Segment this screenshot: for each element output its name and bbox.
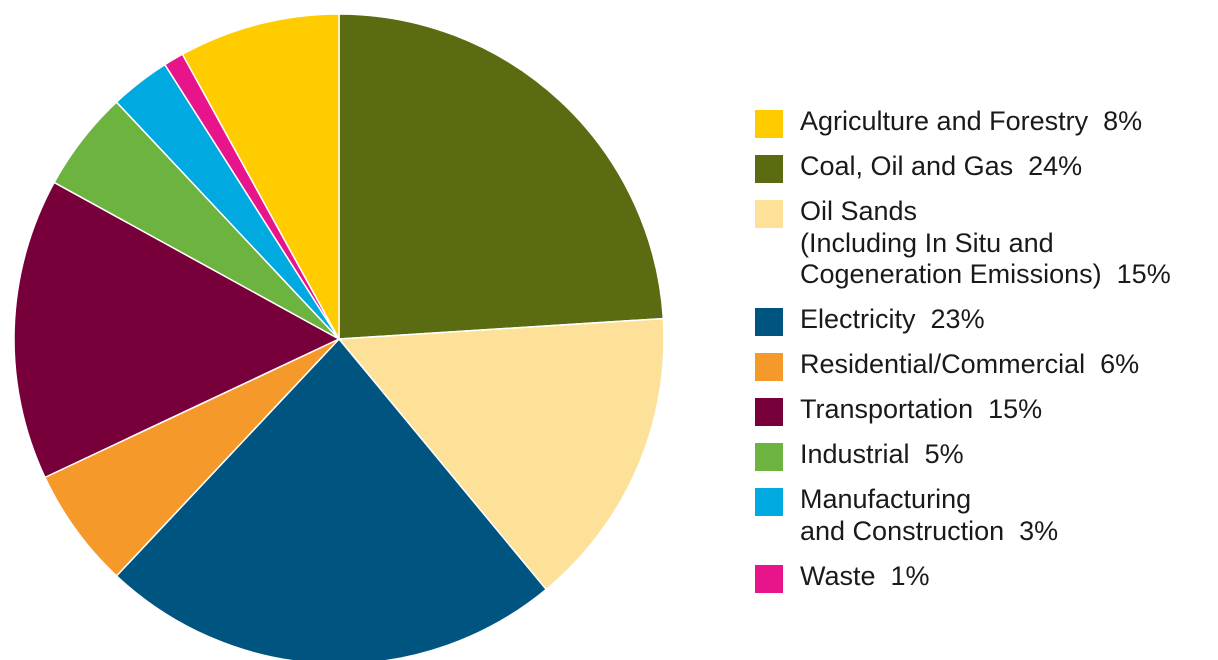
legend-value: 1% — [890, 560, 930, 591]
legend-label: Manufacturing and Construction — [800, 484, 1005, 546]
legend-item: Oil Sands (Including In Situ and Cogener… — [755, 196, 1215, 291]
legend-swatch — [755, 398, 783, 426]
legend-label: Industrial — [800, 439, 910, 469]
legend-label: Transportation — [800, 394, 974, 424]
legend-item: Agriculture and Forestry 8% — [755, 106, 1215, 138]
legend-value: 3% — [1019, 515, 1059, 546]
legend-label: Coal, Oil and Gas — [800, 151, 1014, 181]
legend-swatch — [755, 200, 783, 228]
legend-value: 5% — [924, 439, 964, 469]
legend-value: 23% — [930, 304, 985, 334]
legend-item: Waste 1% — [755, 561, 1215, 593]
legend-swatch — [755, 110, 783, 138]
legend-swatch — [755, 564, 783, 593]
chart-legend: Agriculture and Forestry 8% Coal, Oil and … — [755, 106, 1215, 606]
legend-item: Residential/Commercial 6% — [755, 349, 1215, 381]
legend-value: 15% — [988, 394, 1043, 424]
legend-item: Electricity 23% — [755, 304, 1215, 336]
legend-value: 8% — [1103, 106, 1143, 136]
legend-label: Agriculture and Forestry — [800, 106, 1089, 136]
legend-label: Residential/Commercial — [800, 349, 1086, 379]
legend-value: 15% — [1116, 259, 1171, 289]
pie-slice-1 — [181, 13, 340, 340]
pie-chart — [13, 13, 665, 660]
pie-slice-6 — [13, 181, 340, 479]
pie-slice-5 — [44, 338, 340, 577]
legend-label: Waste — [800, 560, 876, 591]
legend-item: Industrial 5% — [755, 439, 1215, 471]
legend-swatch — [755, 443, 783, 471]
legend-swatch — [755, 308, 783, 336]
legend-item: Transportation 15% — [755, 394, 1215, 426]
legend-item: Manufacturing and Construction 3% — [755, 484, 1215, 547]
legend-item: Coal, Oil and Gas 24% — [755, 151, 1215, 183]
legend-label: Electricity — [800, 304, 916, 334]
legend-swatch — [755, 353, 783, 381]
pie-slice-4 — [115, 338, 547, 660]
legend-value: 6% — [1100, 349, 1140, 379]
pie-slice-2 — [338, 13, 665, 340]
legend-swatch — [755, 155, 783, 183]
legend-swatch — [755, 488, 783, 516]
pie-slice-3 — [338, 317, 665, 591]
legend-label: Oil Sands (Including In Situ and Cogener… — [800, 196, 1102, 289]
legend-value: 24% — [1028, 151, 1083, 181]
